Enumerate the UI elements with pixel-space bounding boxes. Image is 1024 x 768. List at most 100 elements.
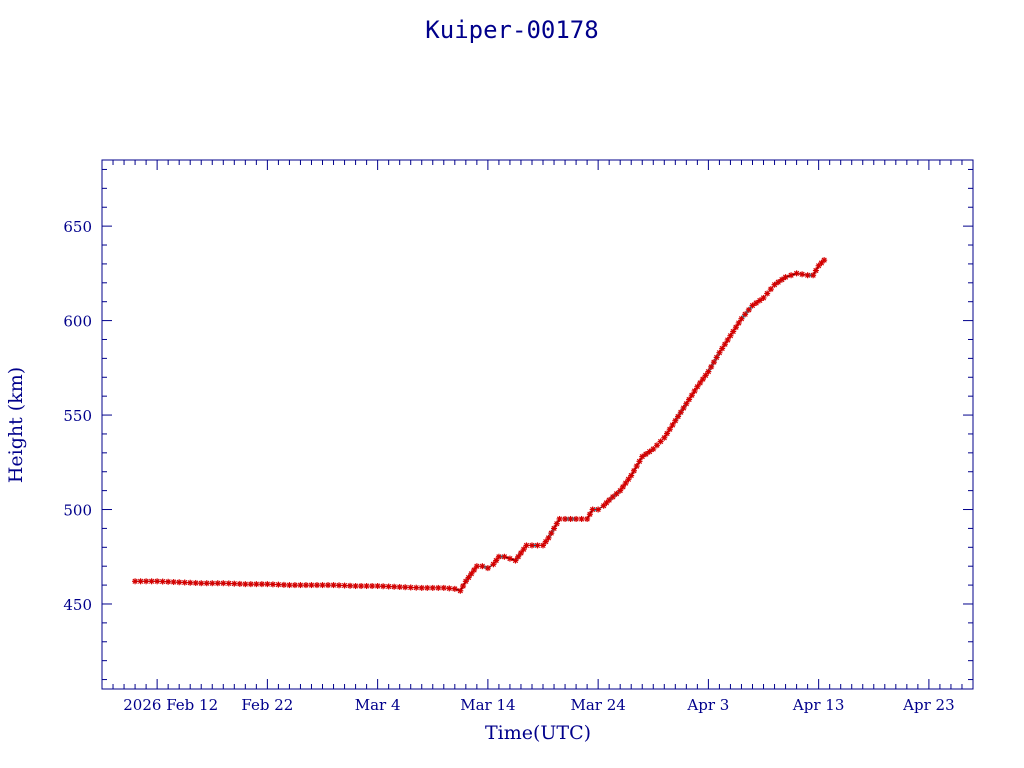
data-point (680, 404, 687, 411)
data-point (738, 315, 745, 322)
data-point (319, 582, 326, 589)
data-point (650, 446, 657, 453)
data-point (708, 363, 715, 370)
data-point (653, 442, 660, 449)
data-point (148, 578, 155, 585)
data-point (325, 582, 332, 589)
data-point (473, 563, 480, 570)
data-point (691, 387, 698, 394)
data-point (528, 542, 535, 549)
data-point (625, 476, 632, 483)
data-point (742, 311, 749, 318)
data-point (548, 530, 555, 537)
data-point (788, 272, 795, 279)
data-point (619, 483, 626, 490)
x-tick-label: Apr 3 (686, 696, 729, 714)
data-point (622, 480, 629, 487)
data-point (767, 286, 774, 293)
data-point (369, 583, 376, 590)
x-tick-label: Apr 13 (792, 696, 844, 714)
data-point (402, 584, 409, 591)
data-point (181, 579, 188, 586)
data-point (793, 270, 800, 277)
data-point (710, 359, 717, 366)
data-point (551, 525, 558, 532)
data-point (396, 583, 403, 590)
data-point (760, 294, 767, 301)
data-point (479, 563, 486, 570)
data-point (471, 566, 478, 573)
data-point (799, 271, 806, 278)
data-point (465, 574, 472, 581)
data-point (630, 467, 637, 474)
data-point (694, 383, 701, 390)
data-point (176, 579, 183, 586)
data-point (642, 451, 649, 458)
data-point (804, 272, 811, 279)
x-tick-label: Mar 24 (570, 696, 625, 714)
y-tick-label: 600 (63, 313, 92, 331)
data-point (192, 579, 199, 586)
data-point (286, 582, 293, 589)
data-point (669, 421, 676, 428)
data-point (633, 463, 640, 470)
height-line (135, 259, 825, 592)
plot-frame (101, 159, 974, 690)
y-axis-title: Height (km) (5, 367, 27, 483)
data-point (617, 487, 624, 494)
data-point (302, 582, 309, 589)
data-point (258, 581, 265, 588)
data-point (385, 583, 392, 590)
data-point (209, 580, 216, 587)
data-point (586, 511, 593, 518)
data-point (764, 290, 771, 297)
data-point (506, 555, 513, 562)
data-point (730, 328, 737, 335)
data-point (589, 506, 596, 513)
data-point (677, 409, 684, 416)
data-point (515, 553, 522, 560)
data-point (501, 553, 508, 560)
data-point (247, 581, 254, 588)
data-point (697, 379, 704, 386)
data-point (308, 582, 315, 589)
plot-border (101, 159, 974, 690)
data-point (468, 570, 475, 577)
data-point (242, 581, 249, 588)
data-point (578, 515, 585, 522)
data-point (523, 542, 530, 549)
data-point (540, 542, 547, 549)
data-point (636, 458, 643, 465)
data-point (490, 561, 497, 568)
data-point (363, 583, 370, 590)
data-point (374, 583, 381, 590)
y-tick-label: 500 (63, 502, 92, 520)
data-point (517, 549, 524, 556)
data-point (686, 396, 693, 403)
data-point (187, 579, 194, 586)
data-point (567, 515, 574, 522)
data-point (719, 345, 726, 352)
data-point (352, 583, 359, 590)
data-point (429, 584, 436, 591)
data-point (424, 584, 431, 591)
data-point (666, 426, 673, 433)
data-point (269, 581, 276, 588)
data-point (358, 583, 365, 590)
series-markers (132, 257, 828, 594)
data-point (724, 336, 731, 343)
data-point (457, 587, 464, 594)
data-point (137, 578, 144, 585)
data-point (553, 520, 560, 527)
data-point (462, 578, 469, 585)
data-point (236, 580, 243, 587)
data-point (628, 472, 635, 479)
x-tick-label: Feb 22 (241, 696, 293, 714)
data-point (231, 580, 238, 587)
data-point (446, 585, 453, 592)
data-point (220, 580, 227, 587)
data-point (297, 582, 304, 589)
data-point (646, 448, 653, 455)
data-point (143, 578, 150, 585)
